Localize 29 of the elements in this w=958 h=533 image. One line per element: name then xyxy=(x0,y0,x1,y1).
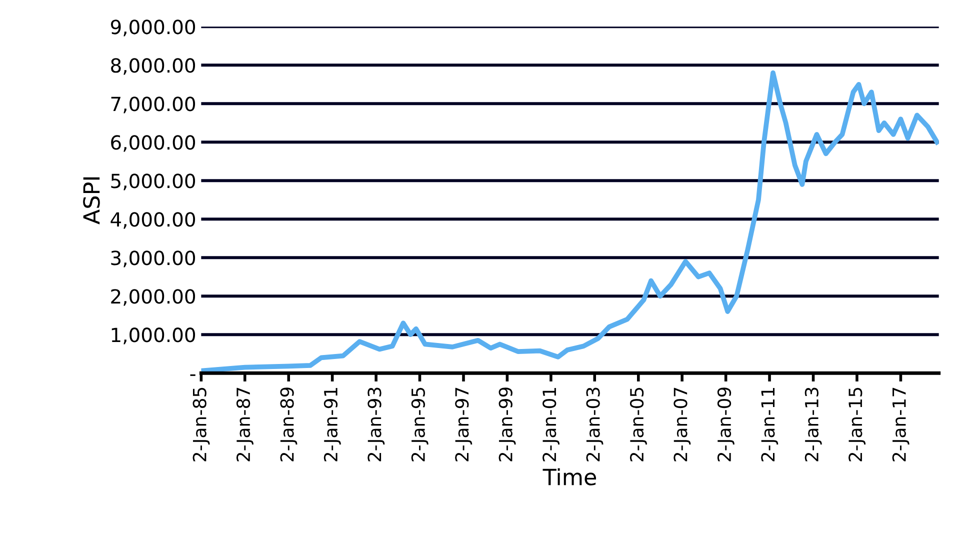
x-tick-label: 2-Jan-93 xyxy=(368,388,385,462)
y-tick-label: 5,000.00 xyxy=(111,174,196,190)
y-tick-label: 4,000.00 xyxy=(110,212,196,229)
x-tick-label: 2-Jan-87 xyxy=(236,388,254,462)
x-tick-label: 2-Jan-89 xyxy=(280,388,298,462)
x-tick-label: 2-Jan-85 xyxy=(192,388,210,462)
y-tick-label: 6,000.00 xyxy=(111,135,196,152)
y-tick-label: 9,000.00 xyxy=(110,20,196,36)
y-tick-label: 1,000.00 xyxy=(112,328,196,344)
x-tick-label: 2-Jan-11 xyxy=(761,388,778,462)
y-tick-label: 8,000.00 xyxy=(111,58,196,75)
y-axis-title: ASPI xyxy=(83,177,100,224)
x-tick-label: 2-Jan-99 xyxy=(498,388,516,462)
x-tick-label: 2-Jan-07 xyxy=(674,388,691,462)
x-axis-title: Time xyxy=(542,468,596,486)
x-tick-label: 2-Jan-17 xyxy=(892,388,910,462)
x-tick-label: 2-Jan-97 xyxy=(455,388,472,462)
x-tick-label: 2-Jan-09 xyxy=(717,388,734,462)
y-tick-label: 2,000.00 xyxy=(111,289,196,306)
x-tick-label: 2-Jan-95 xyxy=(411,388,428,462)
x-tick-label: 2-Jan-91 xyxy=(324,388,341,462)
x-tick-label: 2-Jan-01 xyxy=(542,388,560,462)
x-tick-label: 2-Jan-05 xyxy=(630,388,647,462)
x-tick-label: 2-Jan-13 xyxy=(804,388,822,462)
y-tick-label: 7,000.00 xyxy=(111,96,196,114)
y-tick-label: 3,000.00 xyxy=(111,250,196,268)
y-tick-label: - xyxy=(190,374,196,376)
x-tick-label: 2-Jan-15 xyxy=(848,388,866,462)
x-tick-label: 2-Jan-03 xyxy=(586,388,604,462)
